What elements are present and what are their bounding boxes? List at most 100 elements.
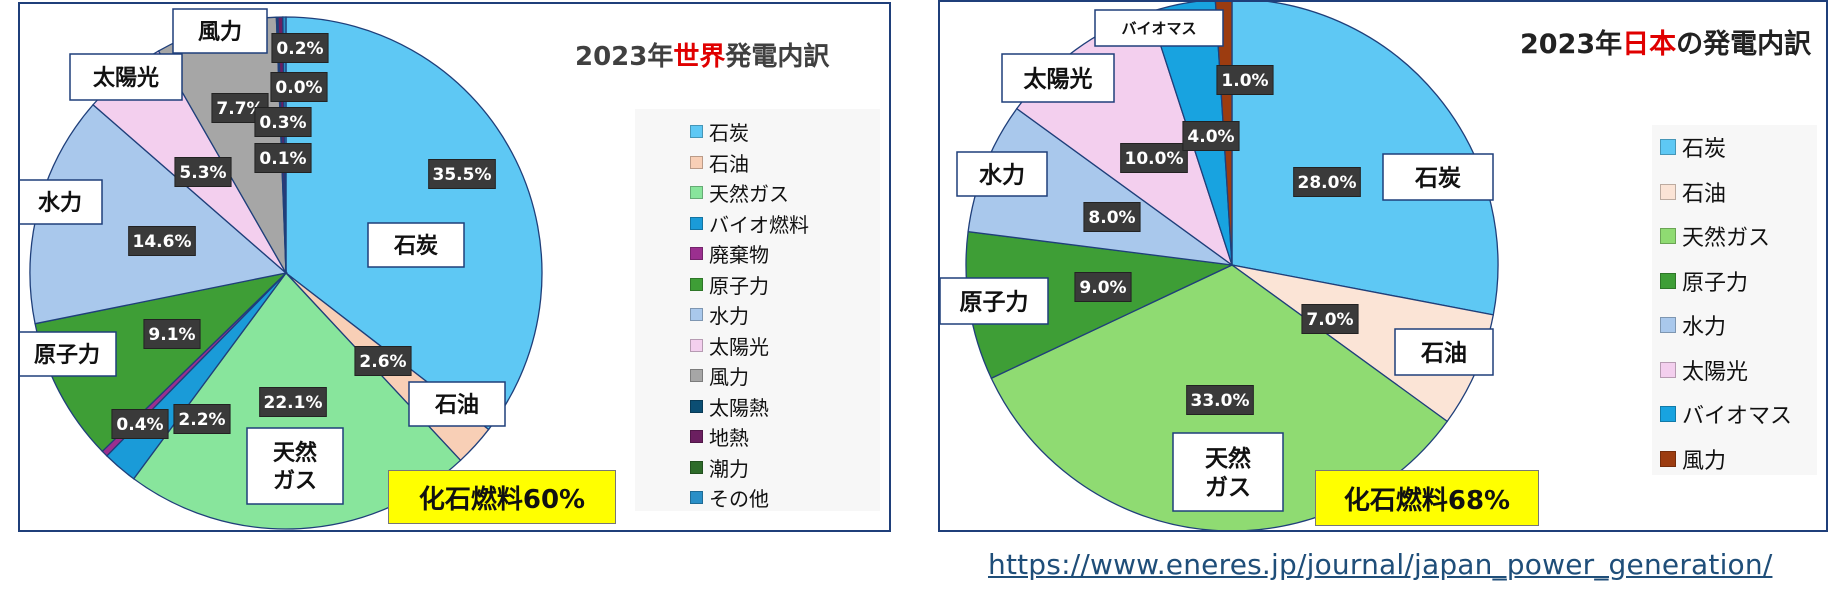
japan-legend-label: 水力 (1682, 315, 1727, 340)
japan-pct-label: 10.0% (1120, 143, 1188, 173)
world-legend-swatch (690, 247, 703, 260)
svg-text:9.1%: 9.1% (148, 325, 195, 345)
japan-legend-swatch (1660, 228, 1676, 244)
world-pct-label: 22.1% (259, 387, 327, 417)
japan-pct-label: 4.0% (1182, 121, 1240, 151)
svg-text:2.6%: 2.6% (359, 352, 406, 372)
japan-legend-swatch (1660, 317, 1676, 333)
svg-text:1.0%: 1.0% (1221, 71, 1268, 91)
svg-text:0.0%: 0.0% (275, 78, 322, 98)
svg-text:原子力: 原子力 (960, 289, 1029, 315)
world-pct-label: 14.6% (128, 226, 196, 256)
japan-legend-item: 原子力 (1660, 265, 1748, 297)
world-legend-label: バイオ燃料 (709, 212, 809, 237)
world-callout-label: 水力 (20, 179, 103, 225)
world-pct-label: 2.2% (173, 404, 231, 434)
world-legend: 石炭 石油 天然ガス バイオ燃料 廃棄物 原子力 水力 太陽光 風力 太陽熱 地熱 潮力 その他 (635, 109, 880, 511)
japan-chart-panel: 28.0% 7.0% 33.0% 9.0% 8.0% 10.0% 4.0% 1.0% 石炭 石油天… (938, 0, 1828, 532)
world-chart-panel: 35.5% 2.6% 22.1% 2.2% 0.4% 9.1% 14.6% 5.3% 7.7% 0… (18, 2, 891, 532)
world-pct-label: 0.2% (271, 33, 329, 63)
japan-callout-label: 原子力 (940, 277, 1049, 325)
svg-text:7.0%: 7.0% (1306, 310, 1353, 330)
world-pct-label: 0.0% (270, 72, 328, 102)
japan-pie-chart: 28.0% 7.0% 33.0% 9.0% 8.0% 10.0%4.0% 1.0% 石炭石油天… (940, 2, 1499, 530)
world-legend-item: 天然ガス (690, 178, 789, 207)
world-legend-label: 水力 (709, 304, 749, 328)
world-pct-label: 35.5% (428, 159, 496, 189)
world-pie-chart: 35.5%2.6%22.1%2.2%0.4%9.1%14.6%5.3%7.7%0… (20, 8, 543, 530)
japan-legend-swatch (1660, 406, 1676, 422)
world-legend-swatch (690, 277, 703, 291)
world-callout-label: 石油 (408, 381, 506, 427)
world-chart-title: 2023年世界発電内訳 (575, 42, 830, 72)
svg-text:石炭: 石炭 (1414, 165, 1461, 191)
svg-text:22.1%: 22.1% (264, 393, 323, 413)
world-legend-item: 水力 (690, 300, 749, 329)
svg-text:10.0%: 10.0% (1125, 149, 1184, 169)
world-legend-label: その他 (709, 487, 769, 511)
svg-text:水力: 水力 (38, 191, 82, 216)
svg-text:0.1%: 0.1% (259, 149, 306, 169)
svg-text:水力: 水力 (979, 162, 1025, 188)
svg-text:33.0%: 33.0% (1191, 391, 1250, 411)
japan-callout-label: 石油 (1394, 328, 1494, 376)
world-legend-swatch (690, 216, 703, 230)
world-legend-item: 石油 (690, 148, 749, 177)
world-legend-item: 太陽光 (690, 331, 769, 360)
svg-text:ガス: ガス (1205, 475, 1251, 501)
svg-text:8.0%: 8.0% (1088, 208, 1135, 228)
world-legend-swatch (690, 399, 703, 413)
svg-text:0.3%: 0.3% (259, 113, 306, 133)
japan-legend-label: 天然ガス (1682, 226, 1771, 251)
world-legend-swatch (690, 369, 703, 382)
source-link[interactable]: https://www.eneres.jp/journal/japan_powe… (988, 548, 1773, 581)
japan-chart-title: 2023年日本の発電内訳 (1520, 29, 1812, 60)
world-pct-label: 0.3% (254, 107, 312, 137)
japan-pct-label: 7.0% (1301, 304, 1359, 334)
svg-text:石炭: 石炭 (393, 233, 438, 259)
world-legend-item: 原子力 (690, 270, 769, 299)
world-legend-label: 天然ガス (709, 182, 789, 206)
japan-pct-label: 33.0% (1186, 385, 1254, 415)
world-legend-item: 太陽熱 (690, 392, 769, 421)
world-legend-item: 石炭 (690, 117, 749, 146)
world-legend-item: 廃棄物 (690, 239, 769, 268)
japan-callout-label: 太陽光 (1001, 53, 1115, 103)
world-callout-label: 石炭 (367, 222, 465, 268)
japan-pct-label: 9.0% (1074, 272, 1132, 302)
svg-text:石油: 石油 (434, 393, 479, 418)
svg-text:天然: 天然 (273, 440, 317, 466)
japan-pct-label: 28.0% (1293, 167, 1361, 197)
world-callout-label: 原子力 (20, 331, 117, 377)
world-pct-label: 0.4% (111, 409, 169, 439)
svg-text:35.5%: 35.5% (433, 165, 492, 185)
svg-text:バイオマス: バイオマス (1121, 19, 1196, 37)
world-legend-label: 原子力 (709, 273, 769, 298)
japan-legend-label: 原子力 (1682, 270, 1749, 296)
world-legend-label: 廃棄物 (709, 243, 769, 267)
world-legend-label: 風力 (709, 365, 749, 389)
svg-text:0.4%: 0.4% (116, 415, 163, 435)
svg-text:28.0%: 28.0% (1298, 173, 1357, 193)
world-legend-label: 地熱 (709, 426, 749, 450)
world-callout-label: 天然ガス (246, 427, 344, 505)
japan-callout-label: 水力 (956, 151, 1048, 197)
japan-callout-label: 石炭 (1382, 153, 1494, 201)
japan-legend-label: 風力 (1682, 448, 1727, 474)
japan-legend: 石炭 石油 天然ガス 原子力 水力 太陽光 バイオマス 風力 (1652, 125, 1817, 475)
world-legend-swatch (690, 308, 703, 321)
world-legend-swatch (690, 186, 703, 199)
japan-legend-item: 風力 (1660, 443, 1726, 475)
svg-text:風力: 風力 (198, 20, 242, 45)
svg-text:太陽光: 太陽光 (93, 66, 159, 91)
japan-legend-item: 石油 (1660, 176, 1726, 208)
svg-text:0.2%: 0.2% (276, 39, 323, 59)
world-legend-item: 地熱 (690, 422, 749, 451)
japan-legend-swatch (1660, 183, 1676, 200)
world-legend-item: 風力 (690, 361, 749, 390)
world-legend-label: 石炭 (709, 121, 749, 145)
world-legend-label: 石油 (709, 151, 749, 176)
japan-legend-label: 石炭 (1682, 137, 1727, 162)
world-legend-swatch (690, 155, 703, 169)
world-legend-label: 太陽光 (709, 334, 769, 359)
